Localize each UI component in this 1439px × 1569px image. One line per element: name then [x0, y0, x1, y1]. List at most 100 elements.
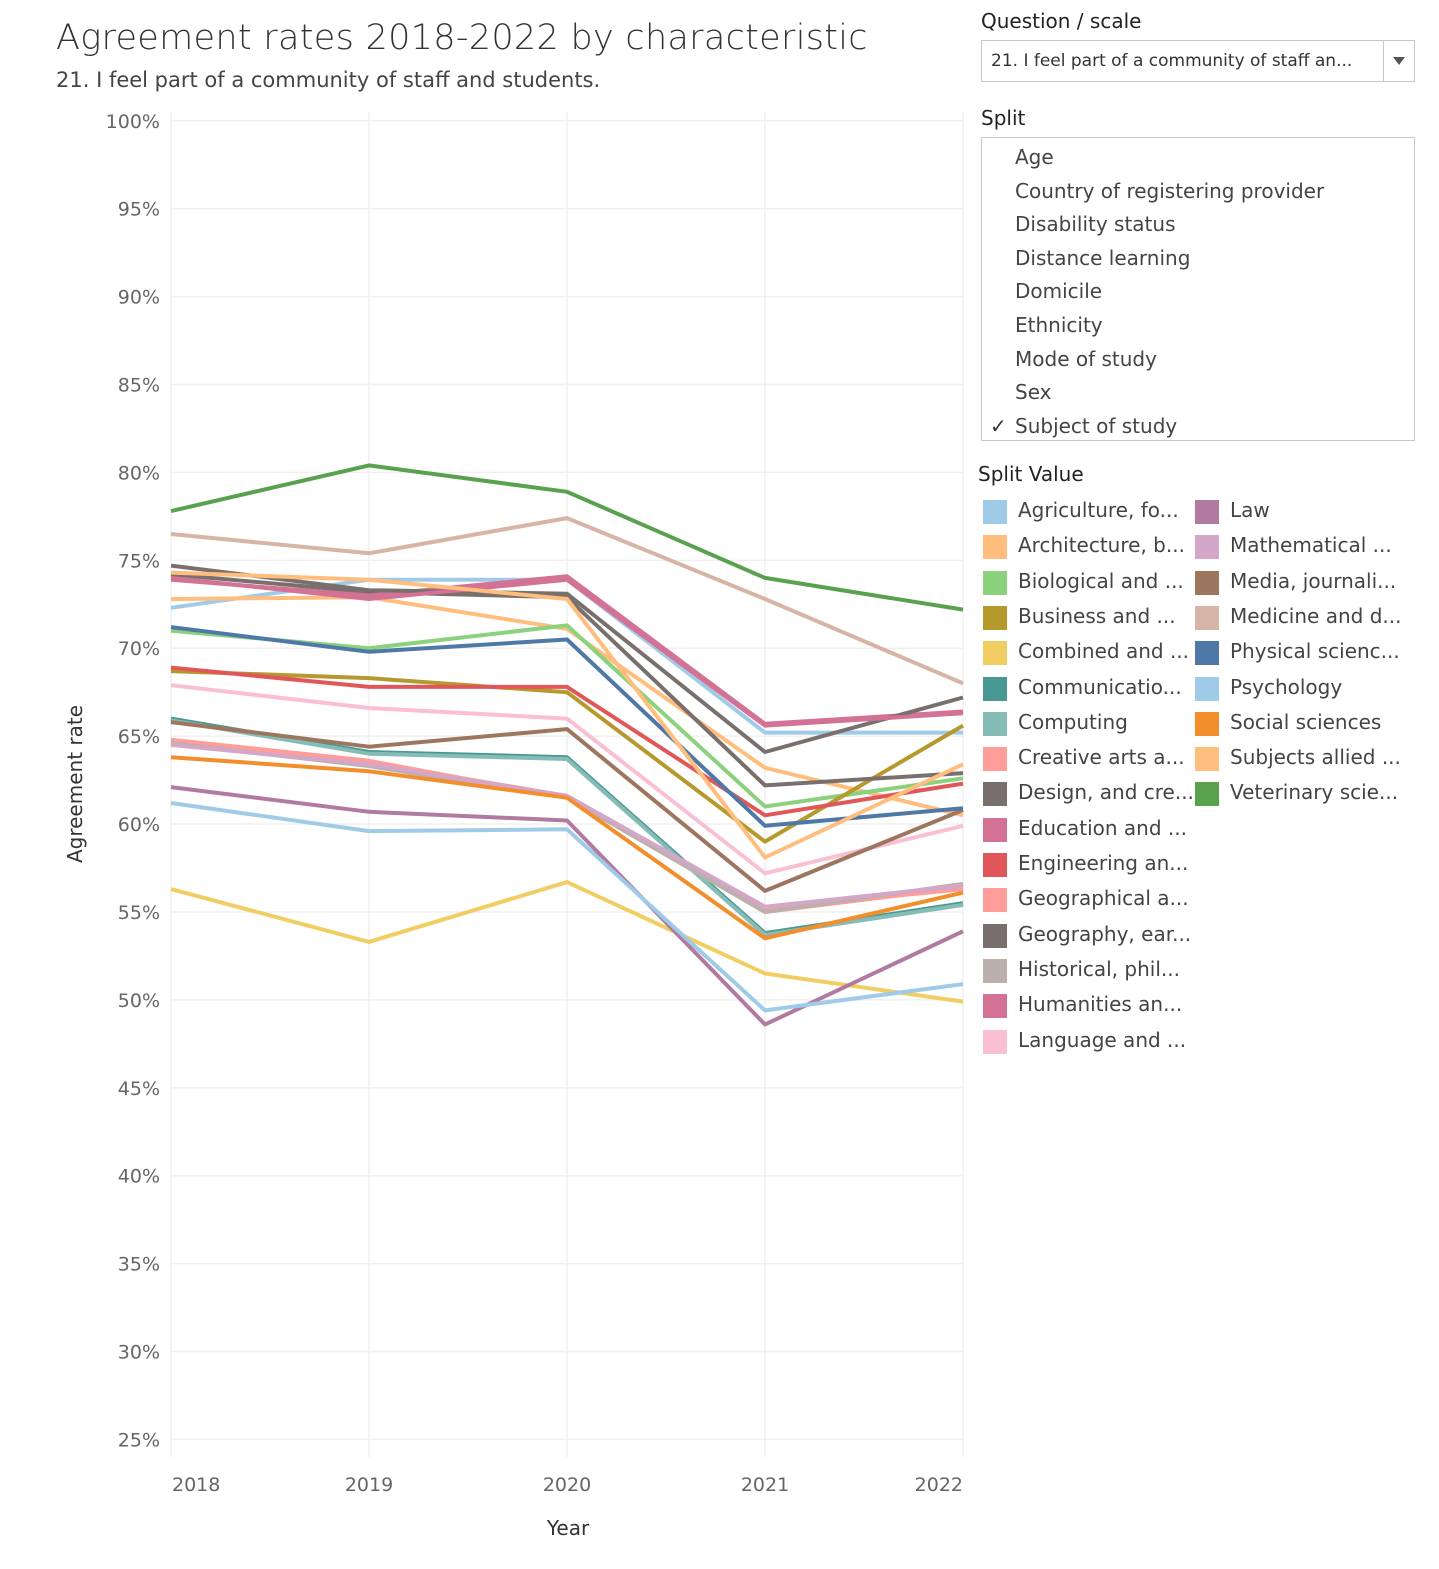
legend-item[interactable]: Veterinary scie... — [1195, 779, 1405, 809]
legend-item[interactable]: Design, and cre... — [983, 779, 1194, 809]
legend-swatch — [1195, 676, 1219, 701]
chevron-down-icon — [1393, 57, 1405, 65]
series-line — [170, 720, 964, 893]
split-option-label: Distance learning — [1015, 245, 1191, 270]
legend-swatch — [1195, 747, 1219, 772]
legend-item[interactable]: Business and ... — [983, 603, 1193, 633]
y-tick-label: 85% — [118, 375, 160, 397]
legend-swatch — [1195, 500, 1219, 524]
chart-title: Agreement rates 2018-2022 by characteris… — [56, 18, 868, 58]
legend-label: Media, journali... — [1230, 568, 1397, 593]
legend-item[interactable]: Geographical a... — [983, 885, 1193, 915]
split-option[interactable]: Sex — [982, 377, 1412, 410]
split-option[interactable]: Ethnicity — [982, 310, 1412, 343]
legend-label: Historical, phil... — [1018, 956, 1180, 981]
legend-item[interactable]: Law — [1195, 497, 1405, 527]
legend-label: Humanities an... — [1018, 992, 1183, 1017]
series-line — [170, 785, 964, 1027]
split-option-label: Subject of study — [1015, 413, 1178, 438]
legend-item[interactable]: Combined and ... — [983, 638, 1193, 668]
legend-item[interactable]: Education and ... — [983, 815, 1193, 845]
legend-item[interactable]: Social sciences — [1195, 709, 1405, 739]
legend-swatch — [983, 817, 1007, 842]
split-list: Age Country of registering provider Disabi… — [981, 137, 1415, 441]
legend-label: Law — [1230, 498, 1270, 522]
chart-subtitle: 21. I feel part of a community of staff … — [56, 68, 601, 92]
legend-item[interactable]: Agriculture, fo... — [983, 497, 1193, 527]
legend-item[interactable]: Engineering an... — [983, 850, 1193, 880]
legend-item[interactable]: Language and ... — [983, 1027, 1193, 1057]
series-line — [170, 575, 964, 728]
x-tick-label: 2019 — [345, 1474, 393, 1496]
y-tick-label: 60% — [118, 814, 160, 836]
legend-label: Engineering an... — [1018, 851, 1189, 875]
y-tick-label: 50% — [118, 990, 160, 1012]
legend-item[interactable]: Architecture, b... — [983, 532, 1193, 562]
y-tick-label: 45% — [118, 1078, 160, 1100]
y-tick-label: 90% — [118, 287, 160, 309]
split-option[interactable]: ✓ Subject of study — [982, 411, 1412, 444]
legend-label: Creative arts a... — [1018, 745, 1185, 770]
series-line — [170, 755, 964, 941]
legend-item[interactable]: Humanities an... — [983, 991, 1193, 1021]
y-axis-title: Agreement rate — [63, 705, 87, 863]
legend-item[interactable]: Biological and ... — [983, 568, 1193, 598]
legend-item[interactable]: Historical, phil... — [983, 956, 1193, 986]
y-tick-label: 95% — [118, 199, 160, 221]
legend-swatch — [1195, 570, 1219, 595]
split-option[interactable]: Disability status — [982, 209, 1412, 242]
series-line — [170, 801, 964, 1013]
legend-item[interactable]: Computing — [983, 709, 1193, 739]
legend-label: Social sciences — [1230, 709, 1382, 734]
legend-swatch — [983, 676, 1007, 701]
legend-item[interactable]: Medicine and d... — [1195, 603, 1405, 633]
legend-item[interactable]: Creative arts a... — [983, 744, 1193, 774]
legend-item[interactable]: Media, journali... — [1195, 568, 1405, 598]
legend-swatch — [1195, 711, 1219, 736]
split-label: Split — [981, 106, 1026, 130]
y-tick-label: 100% — [106, 111, 160, 133]
split-option-label: Ethnicity — [1015, 313, 1103, 337]
legend-item[interactable]: Subjects allied ... — [1195, 744, 1405, 774]
split-option[interactable]: Age — [982, 142, 1412, 175]
legend-item[interactable]: Geography, ear... — [983, 921, 1193, 951]
x-tick-label: 2020 — [543, 1474, 591, 1496]
legend-label: Psychology — [1230, 674, 1343, 699]
y-tick-label: 40% — [118, 1166, 160, 1188]
line-chart: 25% 30% 35% 40% 45% 50% 55% 60% 65% 70% 75% 80% 85% 9… — [63, 111, 965, 1540]
legend-swatch — [1195, 782, 1219, 807]
legend-item[interactable]: Psychology — [1195, 674, 1405, 704]
x-tick-label: 2021 — [741, 1474, 789, 1496]
legend-label: Combined and ... — [1018, 639, 1190, 664]
legend-item[interactable]: Physical scienc... — [1195, 638, 1405, 668]
dropdown-arrow-button[interactable] — [1383, 41, 1414, 81]
question-dropdown-value: 21. I feel part of a community of staff … — [991, 51, 1353, 71]
checkmark-icon: ✓ — [990, 413, 1007, 438]
legend-swatch — [983, 958, 1007, 983]
legend-label: Subjects allied ... — [1230, 745, 1401, 770]
question-dropdown[interactable]: 21. I feel part of a community of staff … — [981, 40, 1415, 82]
y-tick-label: 75% — [118, 550, 160, 572]
legend-swatch — [983, 711, 1007, 736]
split-option[interactable]: Mode of study — [982, 344, 1412, 377]
legend-label: Medicine and d... — [1230, 603, 1402, 628]
legend-label: Geography, ear... — [1018, 921, 1192, 946]
series-line — [170, 570, 964, 860]
y-tick-label: 65% — [118, 726, 160, 748]
split-option[interactable]: Domicile — [982, 276, 1412, 309]
x-tick-label: 2018 — [172, 1474, 220, 1496]
split-option[interactable]: Country of registering provider — [982, 176, 1412, 209]
legend-item[interactable]: Communicatio... — [983, 674, 1193, 704]
legend-swatch — [983, 994, 1007, 1019]
series-line — [170, 516, 964, 686]
legend-swatch — [1195, 641, 1219, 666]
legend-swatch — [983, 570, 1007, 595]
split-option-label: Domicile — [1015, 279, 1103, 304]
series-line — [170, 665, 964, 818]
legend-label: Biological and ... — [1018, 568, 1184, 593]
y-tick-label: 30% — [118, 1342, 160, 1364]
split-option[interactable]: Distance learning — [982, 243, 1412, 276]
series-line — [170, 880, 964, 1004]
legend-item[interactable]: Mathematical ... — [1195, 532, 1405, 562]
legend-swatch — [1195, 535, 1219, 560]
